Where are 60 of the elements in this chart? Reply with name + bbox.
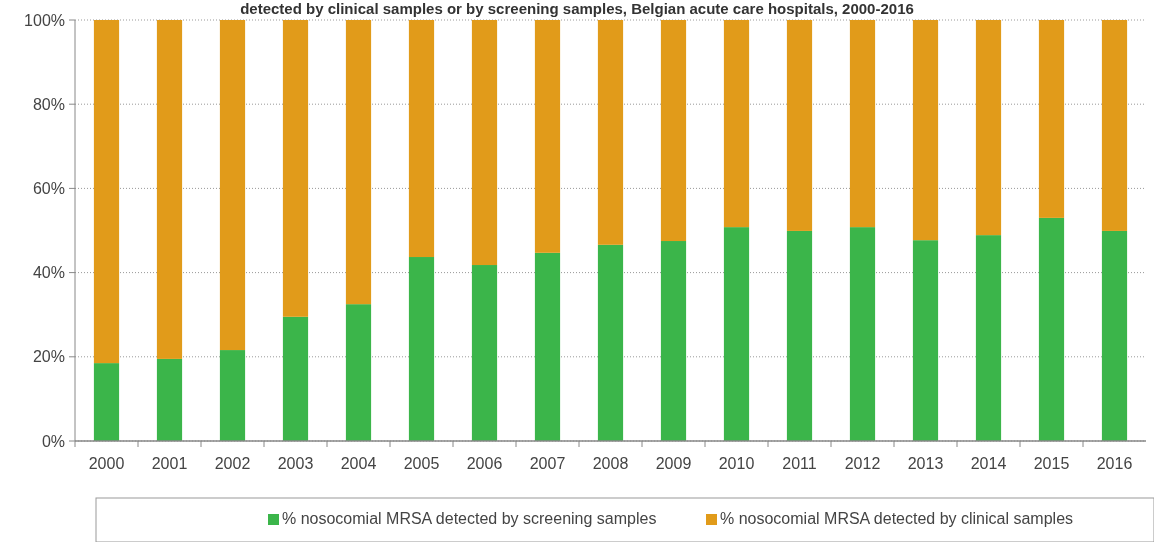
legend-label: % nosocomial MRSA detected by screening samples [282,510,657,527]
x-tick-label: 2006 [466,455,503,472]
bar [597,20,624,245]
x-tick-label: 2013 [907,455,944,472]
x-tick-label: 2011 [782,455,817,472]
bar [156,20,183,359]
bar [723,227,750,441]
x-tick-label: 2008 [592,455,629,472]
bar [93,363,120,441]
bar [219,350,246,441]
x-tick-label: 2016 [1096,455,1133,472]
x-tick-label: 2009 [655,455,692,472]
bar [408,20,435,258]
x-tick-label: 2004 [340,455,377,472]
x-tick-label: 2001 [151,455,188,472]
bar [597,244,624,441]
bar [849,20,876,228]
bar [849,227,876,441]
bar [660,20,687,242]
bar [345,20,372,305]
bar [975,20,1002,236]
bar [912,240,939,441]
bar [912,20,939,241]
chart-title: detected by clinical samples or by screening samples, Belgian acute care hospitals, 2000-2016 [240,0,914,17]
bar [1038,217,1065,441]
bar [1101,20,1128,231]
bar [723,20,750,228]
bar [786,230,813,441]
x-tick-label: 2010 [718,455,755,472]
x-tick-label: 2015 [1033,455,1070,472]
bar [93,20,120,364]
y-tick-label: 60% [32,180,65,197]
bar [1038,20,1065,218]
bar [219,20,246,351]
x-tick-label: 2000 [88,455,125,472]
bar [471,265,498,441]
y-tick-label: 80% [32,95,65,113]
bar [282,20,309,317]
bar [282,316,309,441]
bar [534,20,561,253]
x-tick-label: 2007 [529,455,566,472]
x-tick-label: 2003 [277,455,314,472]
bar [471,20,498,266]
y-tick-label: 20% [32,348,65,366]
bar [975,235,1002,441]
x-tick-label: 2012 [844,455,881,472]
x-tick-label: 2005 [403,455,440,472]
bar [1101,230,1128,441]
bar [534,252,561,441]
y-tick-label: 0% [41,432,65,450]
bar [660,241,687,441]
bar [345,304,372,441]
x-tick-label: 2002 [214,455,251,472]
bar [786,20,813,231]
x-tick-label: 2014 [970,455,1007,472]
y-tick-label: 40% [32,264,65,282]
bar [408,257,435,441]
y-tick-label: 100% [24,11,65,29]
bar [156,358,183,441]
legend-label: % nosocomial MRSA detected by clinical samples [720,510,1074,527]
